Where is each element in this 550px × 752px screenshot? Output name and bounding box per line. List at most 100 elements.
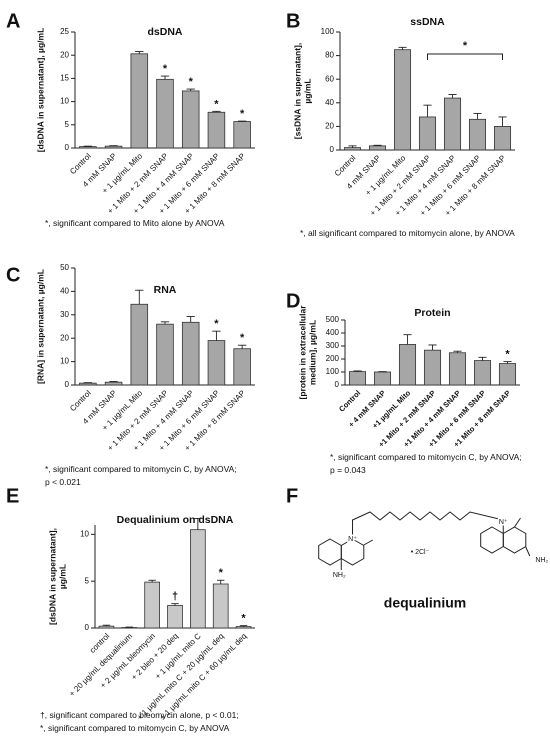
- bar: [343, 147, 362, 151]
- significance-mark: *: [163, 63, 168, 75]
- y-axis-label: µg/mL: [302, 78, 312, 103]
- significance-mark: *: [240, 108, 245, 120]
- bar: [368, 145, 387, 151]
- error-bar: [135, 289, 144, 305]
- bar: [448, 352, 467, 386]
- bar: [130, 53, 149, 149]
- y-tick-label: 25: [60, 27, 69, 36]
- bar: [207, 340, 226, 386]
- y-tick-label: 0: [85, 623, 90, 632]
- x-tick-label: Control: [68, 388, 93, 413]
- y-tick-label: 10: [80, 529, 89, 538]
- structure-name: dequalinium: [384, 595, 466, 611]
- y-tick-label: 0: [65, 380, 70, 389]
- y-axis-label: [ssDNA in supernatant],: [292, 43, 302, 140]
- y-tick-label: 0: [65, 143, 70, 152]
- y-tick-label: 80: [325, 51, 334, 60]
- structure-label: N⁺: [499, 519, 508, 526]
- error-bar: [109, 381, 118, 383]
- bar: [181, 321, 200, 386]
- error-bar: [194, 517, 202, 530]
- chart-title: RNA: [154, 284, 177, 296]
- bar: [443, 97, 462, 151]
- footnote: *, all significant compared to mitomycin…: [300, 228, 515, 238]
- y-tick-label: 30: [60, 310, 69, 319]
- bar: [473, 360, 492, 386]
- y-axis-label: µg/mL: [57, 564, 67, 589]
- y-tick-label: 50: [60, 263, 69, 272]
- error-bar: [186, 315, 195, 323]
- footnote: *, significant compared to mitomycin C, …: [40, 723, 230, 733]
- error-bar: [428, 344, 437, 351]
- y-tick-label: 200: [326, 354, 340, 363]
- error-bar: [423, 104, 432, 117]
- error-bar: [102, 624, 111, 627]
- error-bar: [403, 334, 412, 345]
- panel-letter: A: [6, 10, 20, 32]
- y-tick-label: 20: [60, 333, 69, 342]
- bar: [190, 529, 206, 629]
- methyl: [363, 539, 374, 546]
- y-tick-label: 40: [60, 287, 69, 296]
- error-bar: [160, 321, 170, 325]
- y-tick-label: 100: [321, 27, 335, 36]
- panel-letter: D: [286, 290, 300, 312]
- footnote: p < 0.021: [45, 477, 81, 487]
- error-bar: [148, 579, 156, 583]
- footnote: *, significant compared to mitomycin C, …: [330, 452, 522, 462]
- y-tick-label: 0: [335, 380, 340, 389]
- error-bar: [498, 116, 507, 127]
- y-tick-label: 20: [60, 50, 69, 59]
- ring: [318, 538, 342, 566]
- bar: [348, 371, 367, 386]
- bar: [373, 371, 392, 386]
- significance-mark: *: [189, 76, 194, 88]
- error-bar: [217, 579, 225, 584]
- significance-mark: *: [240, 332, 245, 344]
- y-tick-label: 400: [326, 328, 340, 337]
- y-tick-label: 20: [325, 122, 334, 131]
- bar: [79, 382, 97, 386]
- significance-bracket: [427, 53, 503, 60]
- y-axis-label: [protein in extracellular: [297, 305, 307, 400]
- error-bar: [348, 145, 357, 148]
- amine-bond: [525, 546, 531, 557]
- significance-mark: *: [219, 567, 224, 579]
- bar: [144, 581, 160, 629]
- bar: [468, 118, 487, 151]
- error-bar: [353, 370, 362, 372]
- bar: [104, 145, 123, 149]
- y-tick-label: 40: [325, 98, 334, 107]
- bar: [235, 626, 252, 629]
- significance-mark: †: [172, 591, 178, 603]
- bar: [98, 625, 115, 629]
- chart-title: ssDNA: [410, 16, 445, 28]
- error-bar: [453, 350, 462, 353]
- bar: [156, 323, 174, 386]
- error-bar: [503, 361, 512, 364]
- error-bar: [212, 110, 221, 113]
- error-bar: [398, 46, 407, 50]
- panel-letter: F: [286, 485, 298, 507]
- x-tick-label: Control: [68, 151, 93, 176]
- error-bar: [478, 356, 487, 361]
- bar: [418, 116, 437, 151]
- structure-label: • 2Cl⁻: [411, 549, 430, 556]
- methyl: [514, 517, 521, 528]
- footnote: *, significant compared to mitomycin C, …: [45, 464, 237, 474]
- structure-label: NH₂: [333, 572, 346, 579]
- error-bar: [160, 75, 170, 80]
- y-tick-label: 15: [60, 74, 69, 83]
- error-bar: [448, 94, 457, 99]
- y-axis-label: [RNA] in supernatant, µg/mL: [35, 269, 45, 384]
- ring: [502, 526, 527, 554]
- y-tick-label: 5: [85, 576, 90, 585]
- error-bar: [212, 330, 221, 341]
- significance-mark: *: [505, 349, 510, 361]
- y-axis-label: medium], µg/mL: [307, 320, 317, 385]
- y-tick-label: 0: [330, 145, 335, 154]
- bar: [207, 111, 226, 149]
- panel-letter: B: [286, 10, 300, 32]
- bond: [352, 511, 504, 539]
